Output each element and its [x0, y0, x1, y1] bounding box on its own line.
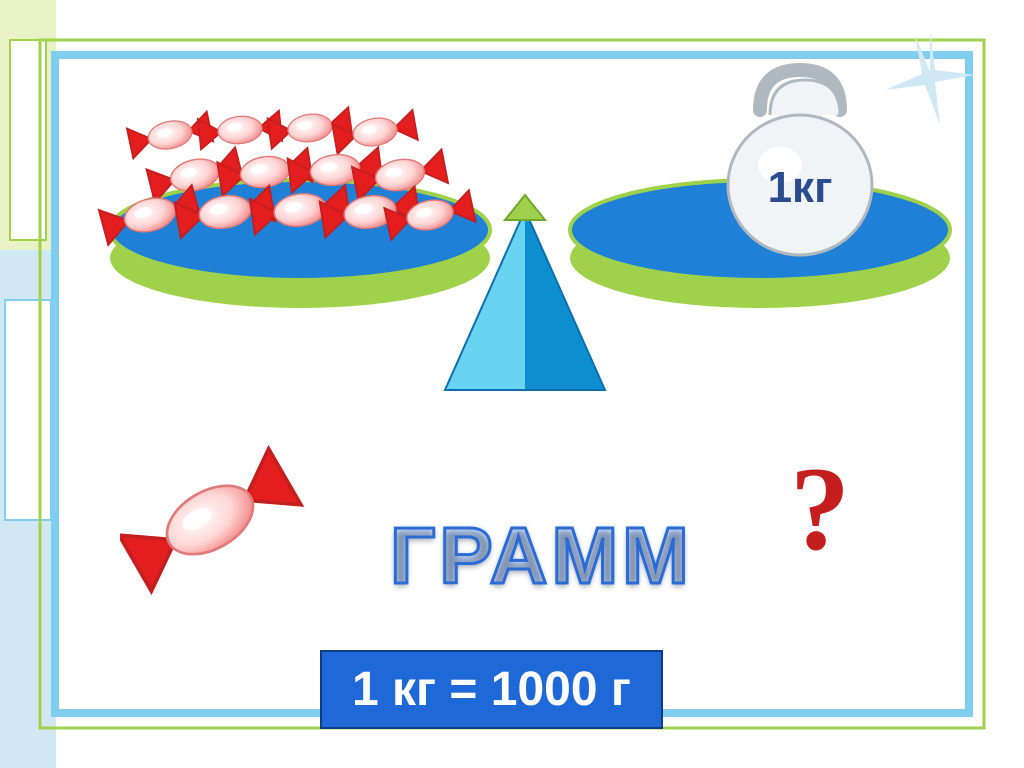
slide-stage: 1кг ГРАММ ? 1 кг = 1000 г	[0, 0, 1024, 768]
question-mark: ?	[790, 440, 850, 578]
kettlebell-label: 1кг	[768, 163, 833, 212]
candy-pile	[99, 107, 476, 245]
kettlebell-weight: 1кг	[728, 70, 872, 255]
equation-box: 1 кг = 1000 г	[320, 650, 663, 729]
gram-title: ГРАММ	[390, 510, 693, 602]
balance-scale: 1кг	[60, 60, 980, 420]
single-candy	[120, 430, 340, 630]
